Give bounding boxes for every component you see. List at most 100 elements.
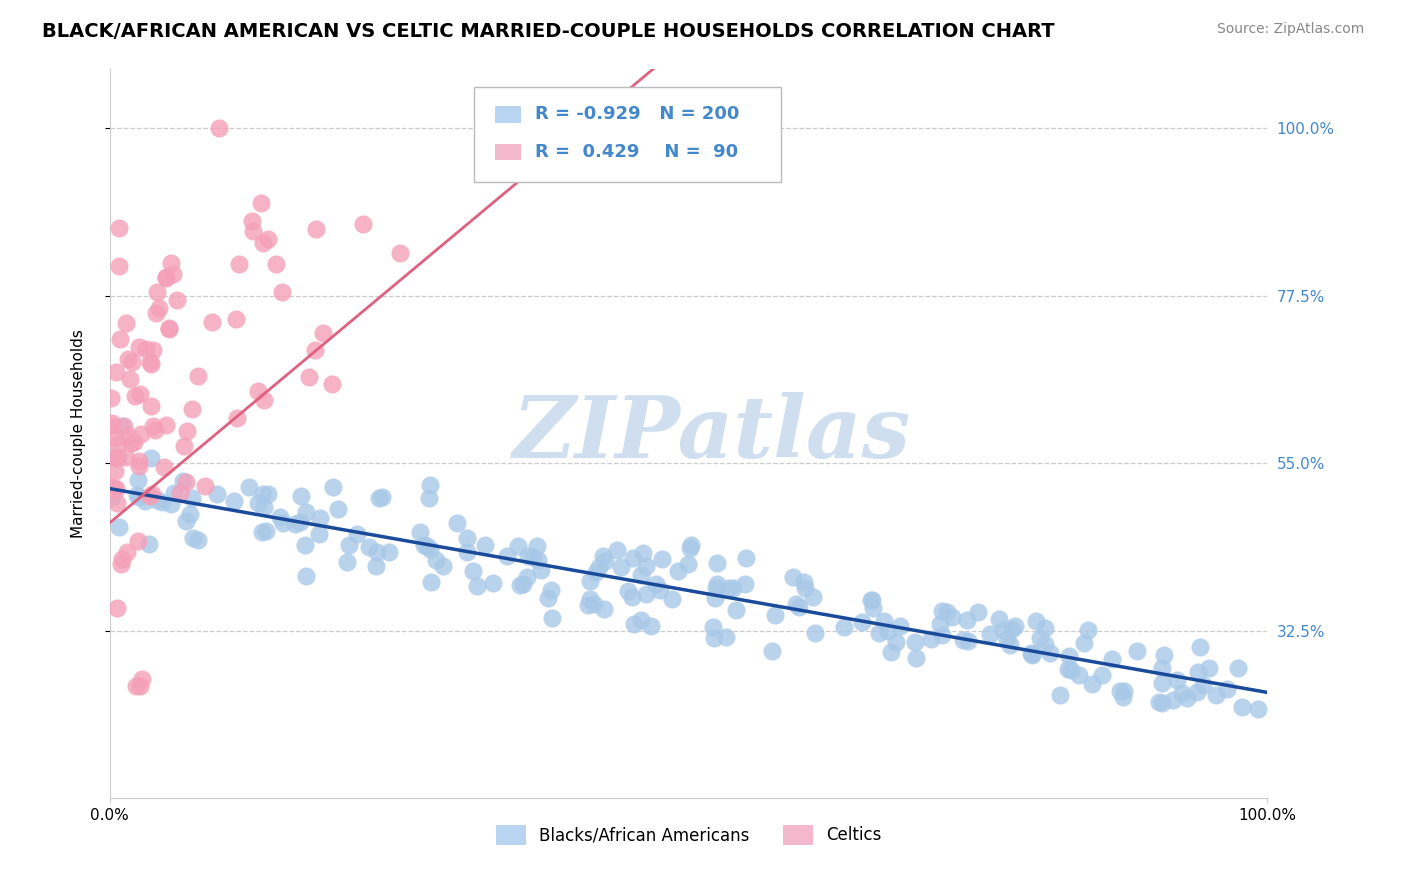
Point (128, 490, 150, 504)
Text: R =  0.429    N =  90: R = 0.429 N = 90 (534, 144, 738, 161)
Point (108, 259, 131, 273)
Point (1090, 668, 1112, 682)
Point (152, 460, 174, 475)
Point (1060, 664, 1083, 678)
Point (107, 436, 129, 450)
Point (706, 556, 728, 570)
Point (139, 450, 162, 465)
Point (522, 549, 544, 564)
Point (112, 418, 135, 433)
Point (868, 625, 890, 640)
Point (162, 267, 184, 281)
Point (630, 613, 652, 627)
Point (174, 475, 197, 490)
Point (409, 525, 432, 540)
Point (418, 491, 440, 505)
Point (254, 524, 277, 538)
Point (337, 538, 360, 552)
Point (1227, 661, 1250, 675)
Point (181, 491, 204, 505)
Point (328, 501, 350, 516)
Point (271, 285, 294, 299)
Point (105, 482, 128, 496)
Point (585, 566, 607, 580)
Point (793, 574, 815, 589)
Point (264, 257, 287, 271)
Point (145, 306, 167, 320)
Point (115, 545, 138, 559)
Point (240, 214, 263, 228)
Point (956, 614, 979, 628)
Point (1021, 647, 1043, 661)
Point (931, 604, 953, 618)
Point (294, 538, 316, 552)
Point (336, 555, 359, 569)
Point (193, 479, 215, 493)
Point (537, 591, 560, 605)
Point (129, 680, 152, 694)
Point (634, 558, 657, 573)
Point (704, 581, 727, 595)
Point (173, 439, 195, 453)
Point (860, 592, 883, 607)
Point (101, 416, 124, 430)
Point (271, 516, 294, 530)
Point (640, 618, 662, 632)
Point (257, 232, 280, 246)
Point (100, 482, 122, 496)
Point (247, 384, 270, 399)
Point (630, 567, 652, 582)
Point (1021, 646, 1043, 660)
Point (1101, 651, 1123, 665)
Point (110, 558, 132, 572)
Point (957, 634, 980, 648)
Text: Source: ZipAtlas.com: Source: ZipAtlas.com (1216, 22, 1364, 37)
Point (172, 474, 194, 488)
Point (1230, 700, 1253, 714)
Point (579, 574, 602, 588)
Point (111, 418, 134, 433)
Point (1039, 646, 1062, 660)
Point (967, 606, 990, 620)
Point (904, 635, 927, 649)
Point (516, 570, 538, 584)
Point (187, 369, 209, 384)
Point (128, 387, 150, 401)
Point (623, 616, 645, 631)
Point (141, 400, 163, 414)
Point (104, 365, 127, 379)
Text: BLACK/AFRICAN AMERICAN VS CELTIC MARRIED-COUPLE HOUSEHOLDS CORRELATION CHART: BLACK/AFRICAN AMERICAN VS CELTIC MARRIED… (42, 22, 1054, 41)
Point (160, 497, 183, 511)
Point (785, 598, 807, 612)
Point (1150, 676, 1173, 690)
Point (1153, 648, 1175, 662)
Point (645, 576, 668, 591)
Point (526, 539, 548, 553)
Point (120, 435, 142, 450)
Point (142, 343, 165, 358)
Point (787, 600, 810, 615)
Point (100, 480, 122, 494)
Point (139, 358, 162, 372)
Point (1171, 686, 1194, 700)
Point (413, 538, 436, 552)
Point (389, 246, 412, 260)
Point (169, 485, 191, 500)
Point (1150, 696, 1173, 710)
Point (419, 477, 441, 491)
Point (269, 510, 291, 524)
Point (734, 577, 756, 591)
Point (593, 602, 616, 616)
Point (141, 418, 163, 433)
Point (242, 224, 264, 238)
Point (862, 601, 884, 615)
Point (222, 494, 245, 508)
Point (107, 450, 129, 464)
Point (735, 550, 758, 565)
Point (432, 558, 454, 573)
Point (474, 538, 496, 552)
Point (725, 602, 748, 616)
Point (995, 632, 1018, 646)
Point (1161, 693, 1184, 707)
Point (228, 257, 250, 271)
